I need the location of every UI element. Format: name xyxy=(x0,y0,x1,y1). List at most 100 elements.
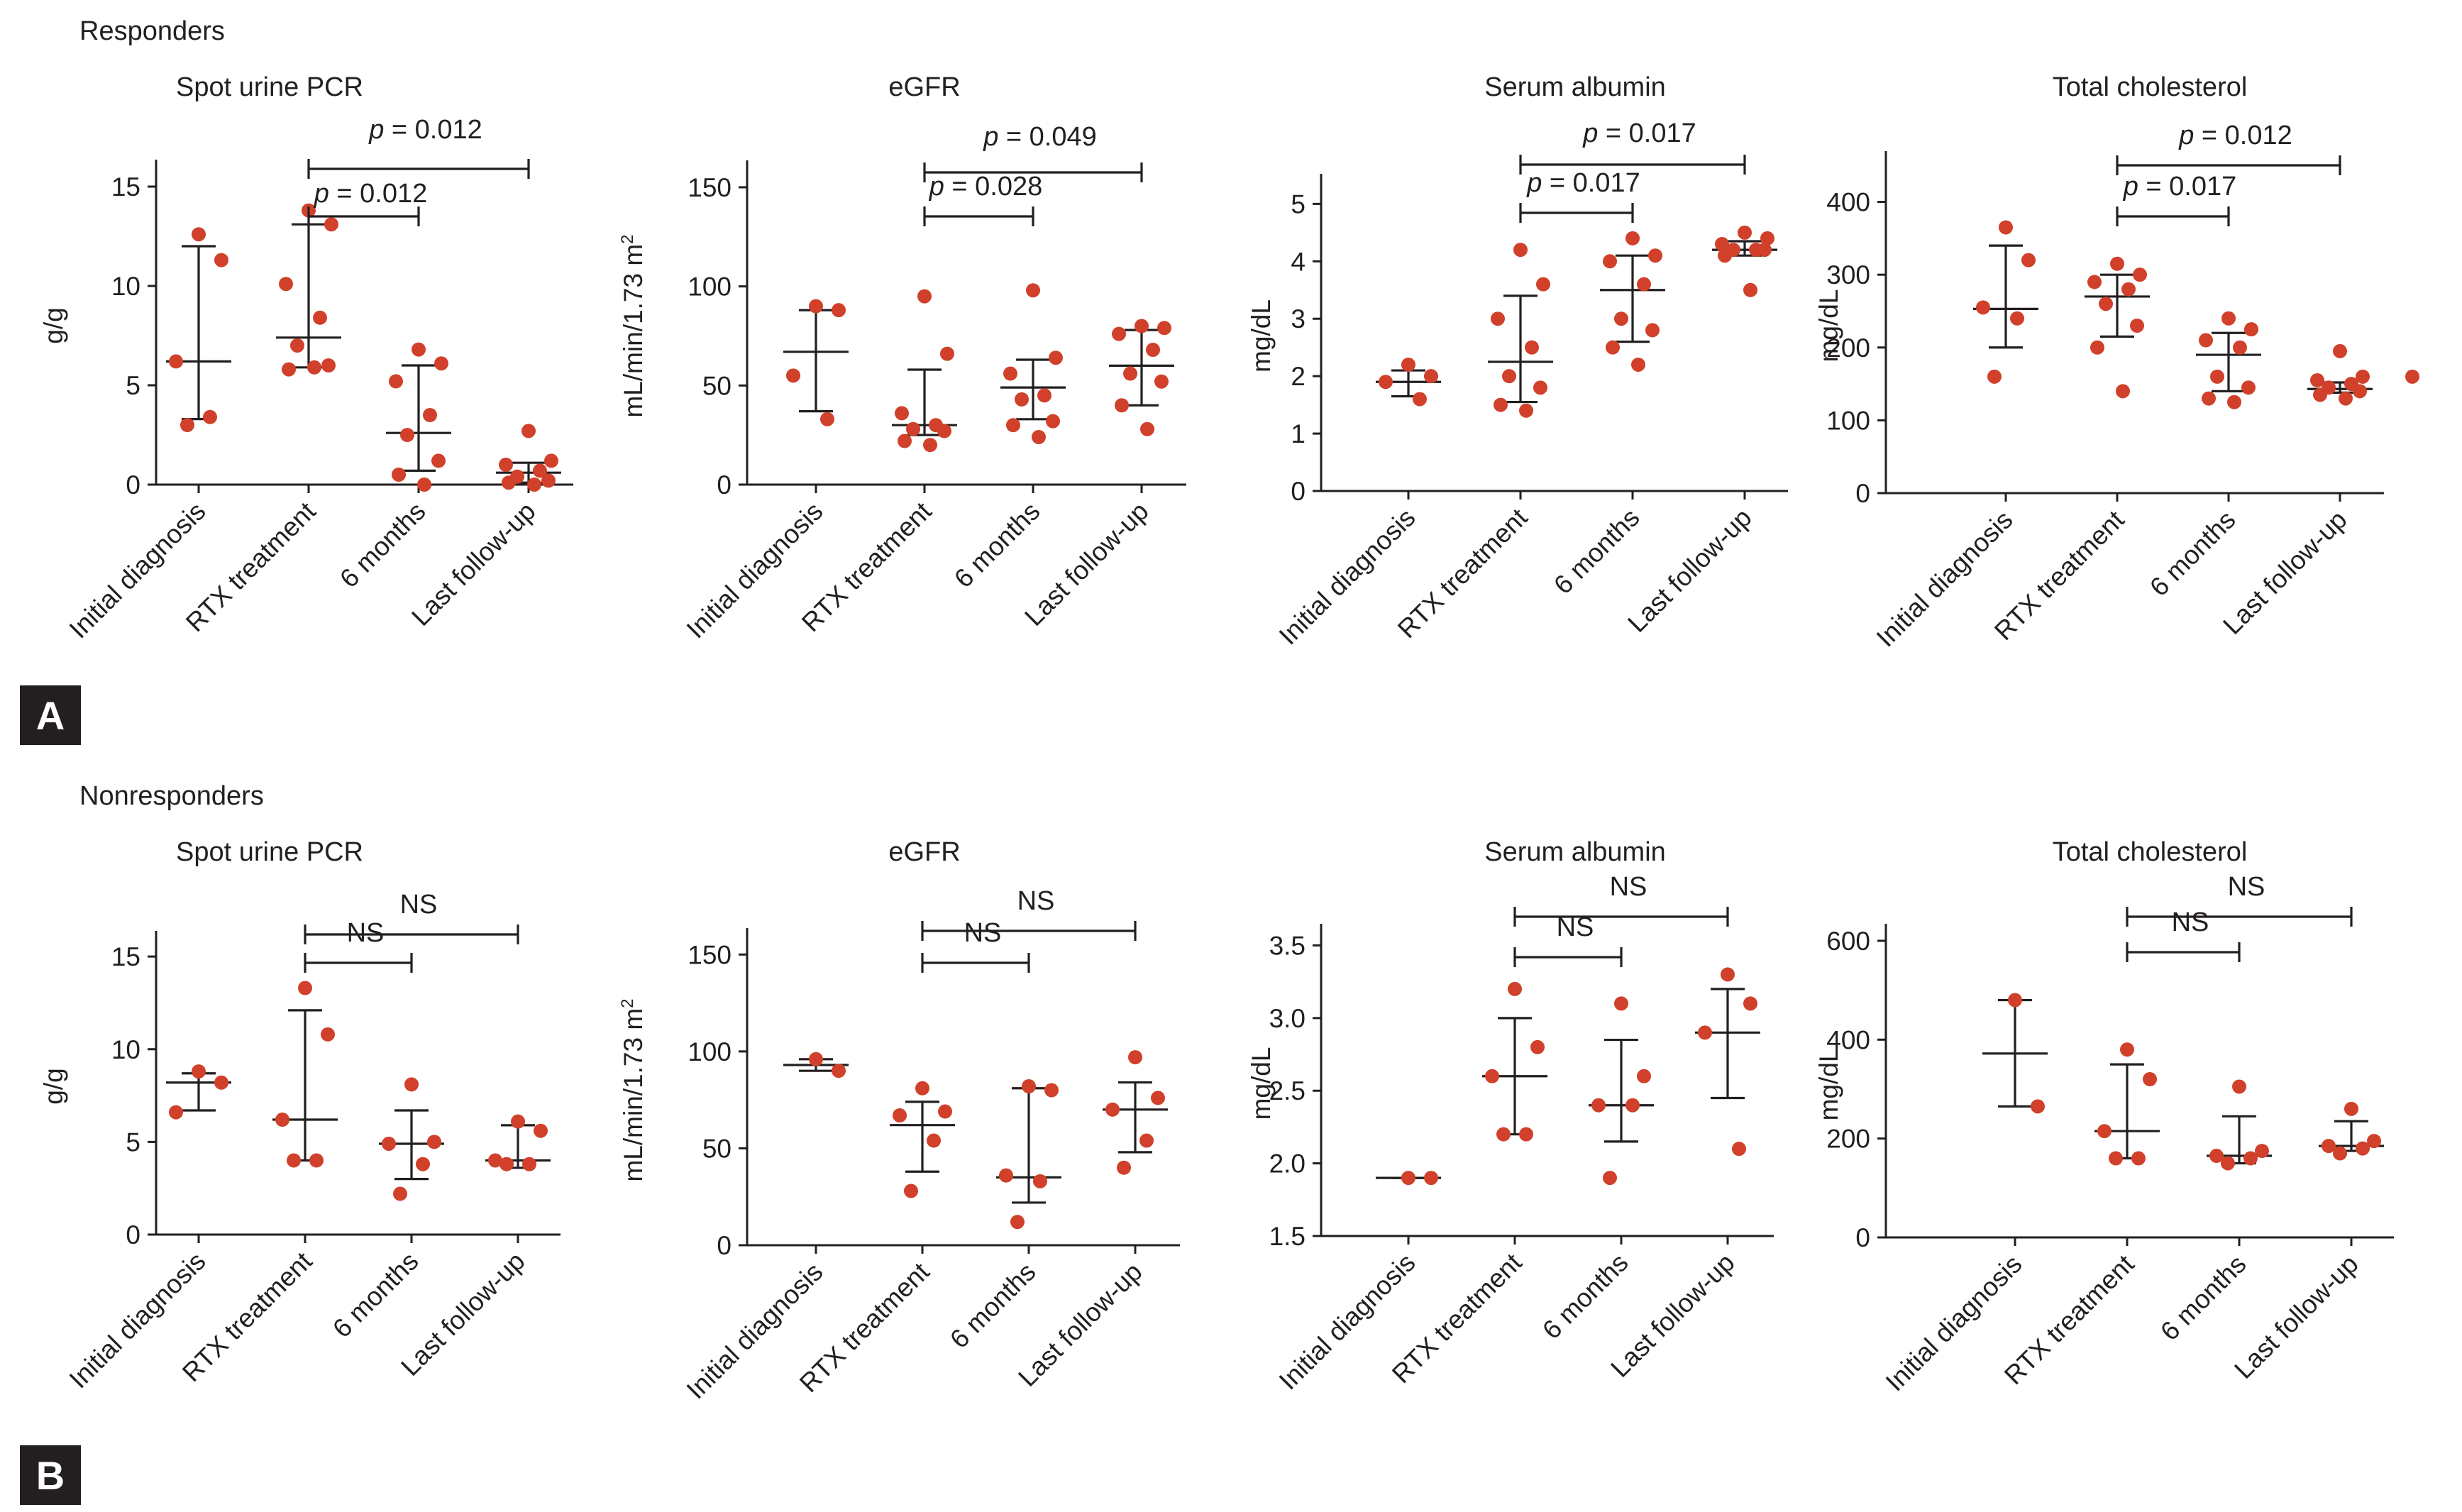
data-point xyxy=(999,1168,1013,1183)
significance-bracket xyxy=(307,159,530,179)
error-bar xyxy=(783,309,849,413)
data-point xyxy=(1485,1069,1499,1083)
data-point xyxy=(521,424,536,438)
error-bar xyxy=(1982,998,2048,1108)
data-point xyxy=(1976,300,1990,315)
data-point xyxy=(1715,237,1729,252)
data-point xyxy=(2087,275,2102,289)
data-point xyxy=(820,412,834,426)
data-point xyxy=(423,408,437,422)
axes xyxy=(1320,924,1774,1237)
data-point xyxy=(1536,277,1550,292)
data-point xyxy=(1631,357,1645,372)
data-point xyxy=(431,453,446,468)
panel-letter-box-b: B xyxy=(20,1445,81,1505)
data-point xyxy=(1123,366,1137,381)
data-point xyxy=(1115,398,1129,413)
data-point xyxy=(2333,343,2347,358)
data-point xyxy=(416,1157,430,1171)
data-point xyxy=(1533,380,1547,395)
y-tick-label: 0 xyxy=(717,1231,732,1260)
data-point xyxy=(2010,311,2024,326)
y-tick-label: 100 xyxy=(1826,406,1870,435)
error-bar xyxy=(996,1087,1061,1204)
data-point xyxy=(2131,1151,2146,1166)
y-tick-label: 100 xyxy=(688,272,732,302)
chart-title: Total cholesterol xyxy=(2053,72,2248,102)
data-point xyxy=(534,1123,548,1138)
data-point xyxy=(2322,1139,2336,1154)
y-tick-label: 0 xyxy=(1855,1223,1870,1252)
data-point xyxy=(906,421,920,436)
data-point xyxy=(1757,243,1772,258)
data-point xyxy=(522,1157,536,1171)
data-point xyxy=(1026,283,1040,298)
data-point xyxy=(2031,1099,2045,1114)
y-tick-label: 50 xyxy=(702,371,732,400)
significance-bracket xyxy=(1519,203,1634,223)
significance-bracket xyxy=(304,953,413,973)
data-point xyxy=(1491,311,1505,326)
y-tick-label: 0 xyxy=(126,470,140,500)
panel-letter-box-a: A xyxy=(20,685,81,745)
data-point xyxy=(2116,384,2130,399)
y-tick-label: 3 xyxy=(1291,304,1305,333)
significance-label: NS xyxy=(1017,886,1055,916)
y-tick-label: 15 xyxy=(111,172,140,202)
data-point xyxy=(2255,1144,2269,1159)
data-point xyxy=(382,1136,396,1151)
data-point xyxy=(1401,1171,1415,1186)
data-point xyxy=(1502,369,1516,384)
data-point xyxy=(904,1183,918,1198)
y-tick-label: 3.0 xyxy=(1269,1004,1305,1033)
data-point xyxy=(169,354,183,369)
data-point xyxy=(1128,1050,1142,1065)
data-point xyxy=(203,409,217,424)
data-point xyxy=(214,1075,228,1090)
data-point xyxy=(2133,267,2147,282)
data-point xyxy=(832,1064,846,1078)
data-point xyxy=(321,1027,335,1042)
data-point xyxy=(1413,392,1427,407)
y-axis-label: mL/min/1.73 m2 xyxy=(618,234,648,417)
axes xyxy=(1884,151,2384,495)
chart-title: Spot urine PCR xyxy=(176,837,363,867)
chart-title: eGFR xyxy=(888,837,960,867)
data-point xyxy=(1591,1098,1606,1113)
data-point xyxy=(2367,1134,2381,1149)
data-point xyxy=(2199,333,2213,348)
panel-letter-a: A xyxy=(36,693,65,738)
significance-label: NS xyxy=(347,918,385,948)
data-point xyxy=(321,358,336,373)
data-point xyxy=(279,277,293,292)
data-point xyxy=(488,1153,502,1168)
error-bar xyxy=(2196,331,2261,392)
data-point xyxy=(2130,319,2144,333)
data-point xyxy=(786,368,800,383)
data-point xyxy=(1157,321,1171,336)
data-point xyxy=(938,1104,952,1119)
data-point xyxy=(544,453,558,468)
data-point xyxy=(1519,1127,1533,1142)
data-point xyxy=(307,360,321,375)
data-point xyxy=(400,428,414,442)
panel-letter-b-bg xyxy=(20,1445,81,1505)
data-point xyxy=(527,478,541,492)
y-tick-label: 1.5 xyxy=(1269,1222,1305,1251)
data-point xyxy=(2221,1156,2235,1171)
data-point xyxy=(1033,1174,1047,1188)
data-point xyxy=(1154,374,1169,389)
data-point xyxy=(2353,384,2367,399)
data-point xyxy=(2310,373,2324,387)
x-category-label: 6 months xyxy=(334,497,431,594)
data-point xyxy=(940,346,954,361)
data-point xyxy=(1513,243,1528,258)
data-point xyxy=(412,342,426,357)
data-point xyxy=(1637,1069,1651,1083)
data-point xyxy=(1424,369,1438,384)
x-category-label: 6 months xyxy=(2155,1249,2252,1347)
error-bar xyxy=(1109,329,1174,407)
